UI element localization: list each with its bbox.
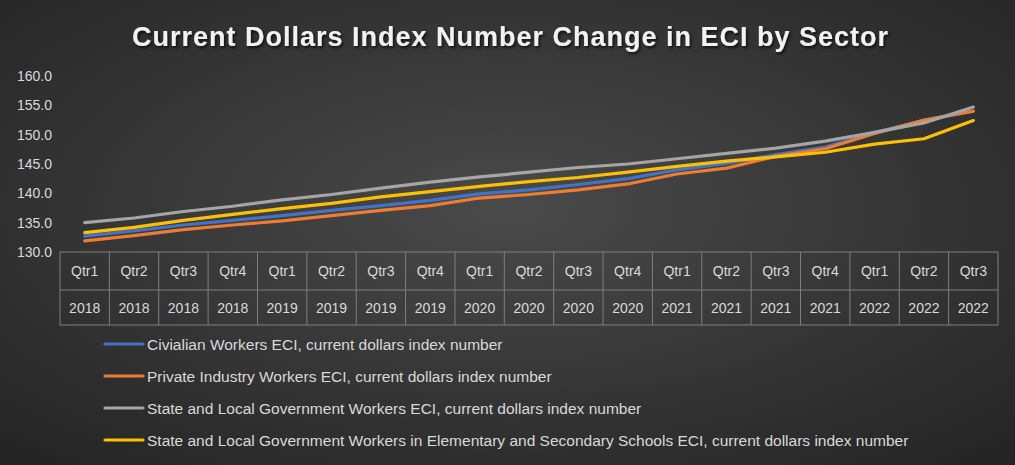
x-group-label: 2019 xyxy=(316,300,347,316)
x-tick-label: Qtr4 xyxy=(614,263,641,279)
x-group-label: 2019 xyxy=(415,300,446,316)
category-divider xyxy=(849,252,850,325)
category-divider xyxy=(306,252,307,325)
x-tick-label: Qtr2 xyxy=(910,263,937,279)
x-group-label: 2020 xyxy=(612,300,643,316)
category-divider xyxy=(504,252,505,325)
x-tick-label: Qtr3 xyxy=(367,263,394,279)
legend-label: Civialian Workers ECI, current dollars i… xyxy=(147,336,503,353)
x-group-label: 2020 xyxy=(563,300,594,316)
x-tick-label: Qtr2 xyxy=(318,263,345,279)
legend-label: Private Industry Workers ECI, current do… xyxy=(147,368,552,385)
legend-label: State and Local Government Workers in El… xyxy=(147,432,908,449)
y-tick-label: 140.0 xyxy=(17,185,52,201)
category-divider xyxy=(60,325,998,326)
x-tick-label: Qtr4 xyxy=(812,263,839,279)
category-divider xyxy=(60,252,61,325)
series-line xyxy=(85,111,974,241)
y-tick xyxy=(57,222,60,223)
x-tick-label: Qtr3 xyxy=(960,263,987,279)
x-group-label: 2018 xyxy=(217,300,248,316)
x-tick-label: Qtr4 xyxy=(219,263,246,279)
x-tick-label: Qtr3 xyxy=(762,263,789,279)
legend-swatch xyxy=(105,406,143,409)
y-tick xyxy=(57,105,60,106)
category-divider xyxy=(652,252,653,325)
x-tick-label: Qtr1 xyxy=(861,263,888,279)
y-tick-label: 135.0 xyxy=(17,215,52,231)
y-tick-label: 145.0 xyxy=(17,156,52,172)
x-tick-label: Qtr3 xyxy=(170,263,197,279)
category-divider xyxy=(158,252,159,325)
x-group-label: 2019 xyxy=(365,300,396,316)
y-tick-label: 160.0 xyxy=(17,68,52,84)
category-divider xyxy=(454,252,455,325)
y-tick xyxy=(57,134,60,135)
x-group-label: 2018 xyxy=(69,300,100,316)
legend-swatch xyxy=(105,342,143,345)
category-divider xyxy=(109,252,110,325)
category-divider xyxy=(701,252,702,325)
legend-label: State and Local Government Workers ECI, … xyxy=(147,400,641,417)
y-tick xyxy=(57,164,60,165)
legend-swatch xyxy=(105,374,143,377)
category-divider xyxy=(800,252,801,325)
plot-lines xyxy=(85,107,974,241)
y-tick xyxy=(57,193,60,194)
x-tick-label: Qtr2 xyxy=(713,263,740,279)
chart: Current Dollars Index Number Change in E… xyxy=(0,0,1015,465)
x-group-label: 2022 xyxy=(859,300,890,316)
x-group-label: 2021 xyxy=(662,300,693,316)
series-line xyxy=(85,121,974,233)
y-tick-label: 155.0 xyxy=(17,97,52,113)
category-divider xyxy=(751,252,752,325)
x-tick-label: Qtr4 xyxy=(417,263,444,279)
x-tick-label: Qtr2 xyxy=(515,263,542,279)
category-divider xyxy=(60,290,998,291)
y-tick xyxy=(57,76,60,77)
x-tick-label: Qtr2 xyxy=(120,263,147,279)
x-group-label: 2022 xyxy=(908,300,939,316)
x-group-label: 2022 xyxy=(958,300,989,316)
x-group-label: 2018 xyxy=(168,300,199,316)
category-divider xyxy=(948,252,949,325)
background xyxy=(0,0,1015,465)
title: Current Dollars Index Number Change in E… xyxy=(132,22,889,52)
x-tick-label: Qtr1 xyxy=(466,263,493,279)
x-group-label: 2019 xyxy=(267,300,298,316)
x-group-label: 2021 xyxy=(810,300,841,316)
category-divider xyxy=(208,252,209,325)
category-divider xyxy=(998,252,999,325)
y-tick-label: 130.0 xyxy=(17,244,52,260)
x-group-label: 2018 xyxy=(118,300,149,316)
x-group-label: 2021 xyxy=(760,300,791,316)
y-tick-label: 150.0 xyxy=(17,127,52,143)
x-group-label: 2021 xyxy=(711,300,742,316)
series-line xyxy=(85,107,974,223)
x-tick-label: Qtr3 xyxy=(565,263,592,279)
category-divider xyxy=(899,252,900,325)
x-tick-label: Qtr1 xyxy=(71,263,98,279)
category-divider xyxy=(553,252,554,325)
category-divider xyxy=(356,252,357,325)
legend-swatch xyxy=(105,438,143,441)
x-tick-label: Qtr1 xyxy=(663,263,690,279)
x-group-label: 2020 xyxy=(513,300,544,316)
category-divider xyxy=(405,252,406,325)
category-divider xyxy=(257,252,258,325)
x-tick-label: Qtr1 xyxy=(269,263,296,279)
x-group-label: 2020 xyxy=(464,300,495,316)
category-divider xyxy=(603,252,604,325)
x-axis-line xyxy=(60,252,998,253)
